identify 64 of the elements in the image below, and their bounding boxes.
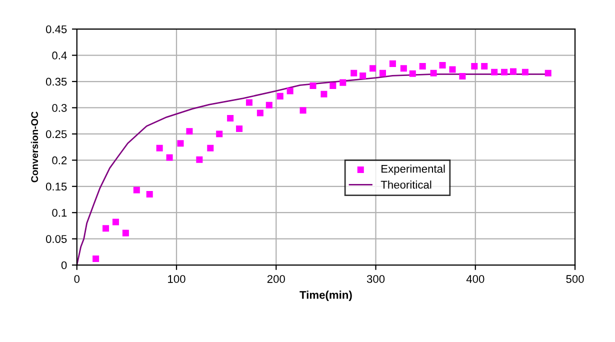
- point: [236, 125, 243, 132]
- point: [112, 218, 119, 226]
- point: [156, 144, 163, 152]
- point: [510, 68, 517, 75]
- point: [196, 156, 203, 163]
- point: [430, 70, 437, 76]
- point: [246, 99, 252, 106]
- point: [501, 68, 508, 76]
- point: [146, 191, 153, 198]
- y-tick-label: 0.4: [52, 52, 67, 60]
- point: [544, 70, 552, 76]
- x-tick-label: 500: [566, 275, 584, 283]
- point: [379, 70, 386, 76]
- point: [459, 73, 466, 80]
- x-tick-label: 100: [168, 275, 186, 283]
- y-tick-label: 0.45: [46, 25, 67, 34]
- point: [481, 63, 488, 70]
- point: [330, 82, 336, 89]
- point: [286, 88, 294, 94]
- point: [166, 154, 173, 161]
- point: [400, 65, 407, 72]
- y-tick-label: 0.15: [46, 182, 67, 191]
- point: [340, 79, 346, 86]
- legend-label: Experimental: [382, 164, 445, 175]
- x-tick-label: 200: [267, 275, 285, 283]
- x-tick-label: 0: [74, 275, 80, 283]
- x-tick-label: 400: [466, 275, 484, 283]
- point: [320, 90, 328, 98]
- point: [276, 92, 284, 100]
- point: [439, 62, 446, 69]
- point: [449, 66, 456, 73]
- point: [350, 70, 358, 76]
- point: [491, 68, 498, 76]
- y-tick-label: 0: [61, 261, 67, 270]
- y-tick-label: 0.2: [52, 156, 67, 164]
- x-axis-title: Time(min): [300, 290, 352, 302]
- point: [409, 70, 416, 77]
- point: [300, 107, 306, 114]
- point: [227, 114, 234, 122]
- legend-label: Theoritical: [380, 180, 432, 189]
- point: [122, 230, 129, 236]
- point: [310, 82, 316, 89]
- y-tick-label: 0.05: [46, 235, 67, 243]
- y-tick-label: 0.3: [52, 104, 67, 112]
- point: [370, 65, 376, 72]
- point: [471, 63, 478, 70]
- point: [102, 225, 110, 232]
- point: [419, 63, 426, 70]
- point: [186, 128, 193, 135]
- point: [177, 140, 184, 147]
- point: [216, 130, 223, 138]
- y-tick-label: 0.35: [46, 78, 67, 86]
- point: [133, 186, 140, 194]
- y-tick-label: 0.1: [52, 208, 67, 217]
- point: [256, 110, 264, 116]
- point: [389, 60, 396, 67]
- y-tick-label: 0.25: [46, 130, 67, 138]
- point: [360, 72, 366, 79]
- point: [266, 102, 272, 108]
- point: [207, 144, 214, 152]
- x-tick-label: 300: [366, 275, 385, 283]
- y-axis-title: Conversion-OC: [30, 112, 38, 182]
- point: [92, 256, 100, 262]
- point: [522, 68, 528, 76]
